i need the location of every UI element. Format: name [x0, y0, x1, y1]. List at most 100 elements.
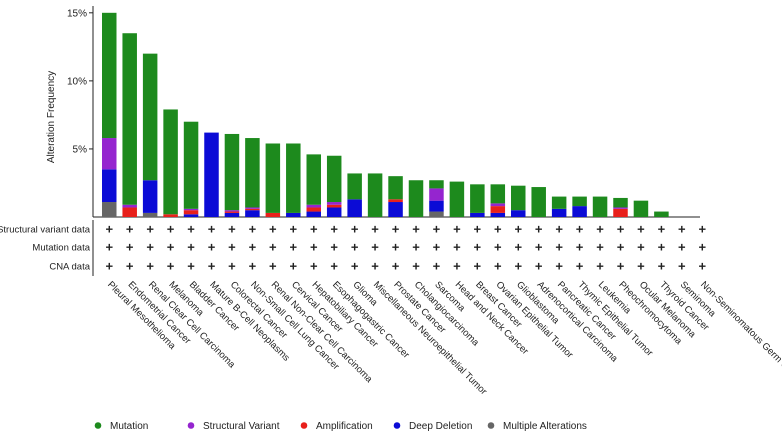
legend-item-mut: Mutation [94, 421, 148, 432]
profile-marker: + [146, 240, 154, 255]
bar-segment-mut [326, 155, 342, 203]
profile-marker: + [699, 240, 707, 255]
bar-segment-mut [551, 196, 567, 209]
bar-segment-deep [470, 212, 485, 217]
bar-stack [204, 132, 219, 217]
bar-segment-amp [265, 212, 281, 217]
profile-marker: + [699, 222, 707, 237]
profile-marker: + [658, 240, 666, 255]
profile-marker: + [126, 259, 134, 274]
bar-segment-deep [326, 207, 342, 217]
bar-segment-mut [408, 180, 424, 217]
bar-segment-mut [224, 133, 240, 211]
bar-segment-sv [224, 210, 240, 212]
bar-segment-mut [654, 211, 669, 217]
profile-marker: + [371, 259, 379, 274]
bar-segment-mut [183, 121, 199, 209]
y-tick-label: 15% [67, 8, 87, 19]
legend-label: Mutation [110, 421, 148, 432]
legend-swatch [300, 422, 308, 429]
bar-segment-deep [204, 132, 219, 217]
profile-marker: + [576, 222, 584, 237]
bar-segment-mut [245, 138, 260, 208]
profile-marker: + [433, 259, 441, 274]
profile-marker: + [658, 222, 666, 237]
profile-marker: + [514, 222, 522, 237]
bar-segment-sv [429, 188, 444, 201]
bar-segment-mut [592, 196, 608, 217]
profile-marker: + [392, 222, 400, 237]
bar-segment-mut [122, 33, 137, 205]
legend-swatch [94, 422, 102, 429]
profile-marker: + [371, 222, 379, 237]
bar-segment-mut [429, 180, 444, 189]
profile-marker: + [617, 240, 625, 255]
legend-item-sv: Structural Variant [187, 421, 280, 432]
profile-marker: + [678, 259, 686, 274]
profile-rows: Structural variant data + + + + + + + + + + + + + + + + +… [0, 220, 707, 276]
profile-marker: + [269, 259, 277, 274]
profile-marker: + [310, 222, 318, 237]
profile-marker: + [596, 259, 604, 274]
bar-segment-mut [531, 187, 546, 217]
bar-segment-multi [429, 211, 444, 217]
legend-swatch [487, 422, 495, 429]
bar-stack [551, 196, 567, 217]
bar-stack [224, 133, 240, 217]
bar-stack [408, 180, 424, 217]
bar-segment-mut [142, 53, 158, 181]
profile-marker: + [290, 222, 298, 237]
profile-marker: + [453, 240, 461, 255]
profile-row-label: CNA data [49, 262, 90, 273]
bar-segment-mut [286, 143, 301, 213]
profile-marker: + [433, 240, 441, 255]
bar-stack [163, 109, 178, 217]
profile-marker: + [146, 222, 154, 237]
profile-marker: + [228, 222, 236, 237]
bar-segment-mut [490, 184, 506, 204]
y-axis-label: Alteration Frequency [46, 71, 57, 163]
bar-segment-deep [224, 212, 240, 217]
bar-segment-deep [245, 210, 260, 217]
bar-stack [102, 12, 117, 217]
bar-segment-deep [490, 212, 506, 217]
profile-marker: + [474, 259, 482, 274]
profile-marker: + [596, 240, 604, 255]
bar-stack [531, 187, 546, 217]
bar-stack [326, 155, 342, 217]
bar-segment-mut [306, 154, 321, 205]
bar-segment-amp [490, 206, 506, 213]
profile-marker: + [514, 259, 522, 274]
profile-marker: + [617, 259, 625, 274]
bar-segment-mut [470, 184, 485, 213]
bar-stack [122, 33, 137, 217]
profile-marker: + [105, 222, 113, 237]
bar-stack [654, 211, 669, 217]
profile-marker: + [555, 259, 563, 274]
bar-segment-sv [102, 138, 117, 170]
bar-stack [490, 184, 506, 217]
bar-segment-amp [163, 214, 178, 217]
bar-segment-mut [449, 181, 465, 217]
bar-segment-deep [388, 202, 403, 217]
bar-stack [367, 173, 383, 217]
bar-segment-deep [572, 206, 587, 217]
profile-marker: + [290, 240, 298, 255]
profile-marker: + [330, 240, 338, 255]
bar-stack [429, 180, 444, 217]
profile-marker: + [412, 259, 420, 274]
legend: Mutation Structural Variant Amplification D… [94, 421, 587, 432]
profile-marker: + [494, 259, 502, 274]
bar-stack [306, 154, 321, 217]
bar-stack [388, 176, 403, 217]
profile-marker: + [474, 240, 482, 255]
profile-marker: + [453, 222, 461, 237]
bar-segment-mut [367, 173, 383, 217]
bar-stack [572, 196, 587, 217]
bar-segment-deep [142, 180, 158, 213]
bar-segment-deep [306, 211, 321, 217]
bar-segment-amp [245, 208, 260, 211]
profile-row-label: Mutation data [32, 243, 90, 254]
